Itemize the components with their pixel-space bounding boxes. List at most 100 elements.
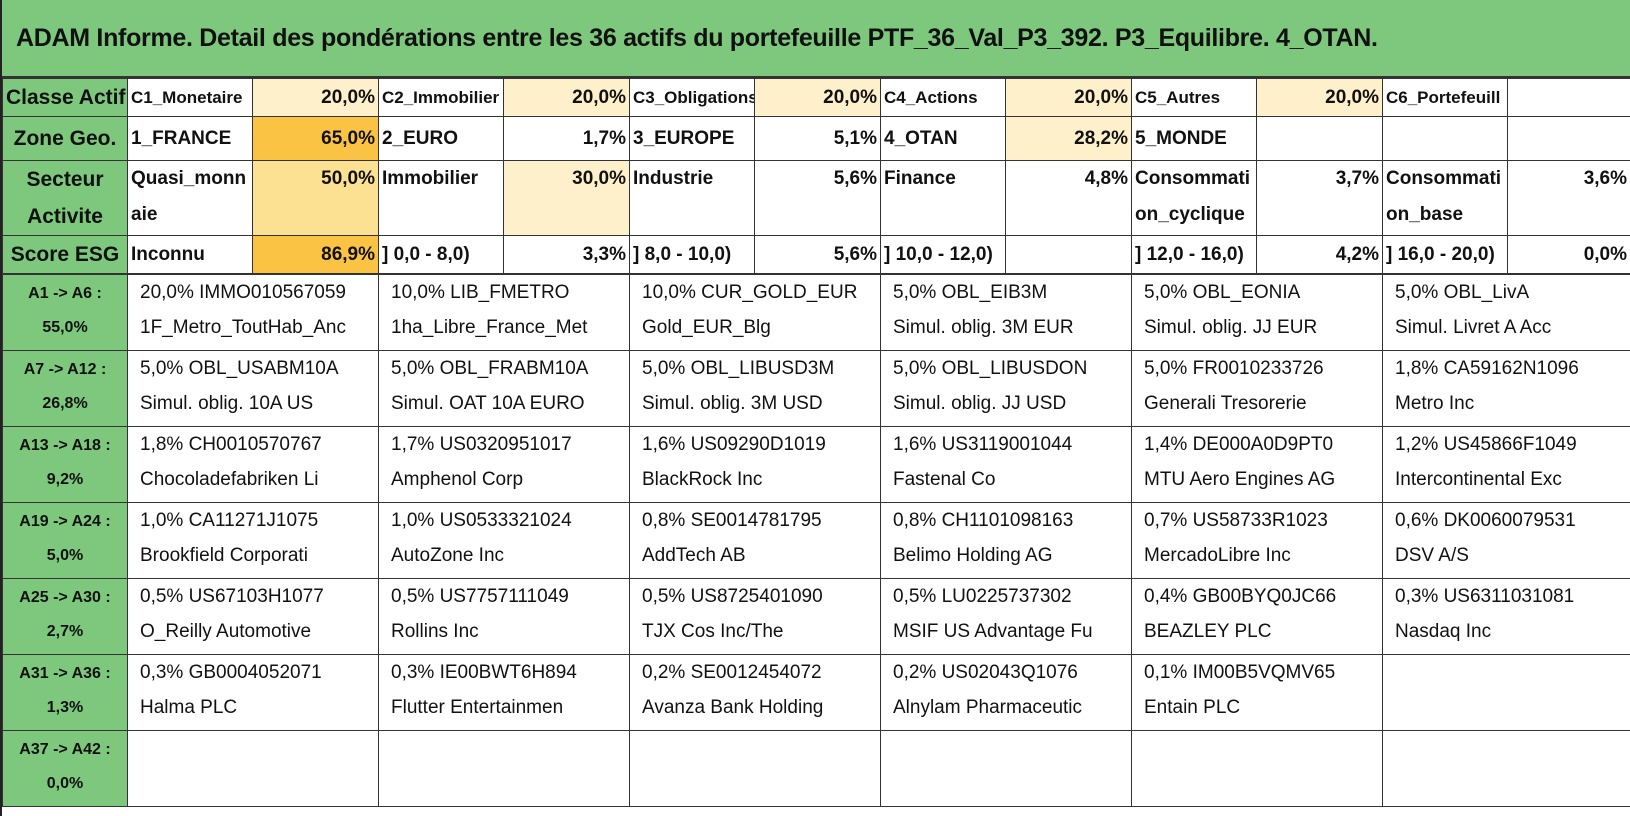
asset-cell: 0,7% US58733R1023 MercadoLibre Inc (1131, 502, 1383, 579)
asset-group-row: A37 -> A42 : 0,0% (2, 730, 1630, 807)
asset-weight-code: 0,3% US6311031081 (1395, 586, 1575, 607)
asset-cell (1131, 730, 1383, 807)
asset-cell: 20,0% IMMO010567059 1F_Metro_ToutHab_Anc (127, 274, 379, 351)
classe-value: 20,0% (754, 78, 881, 117)
asset-name: Simul. oblig. JJ USD (893, 393, 1067, 414)
asset-cell: 0,5% US7757111049 Rollins Inc (378, 578, 630, 655)
asset-weight-code: 1,4% DE000A0D9PT0 (1144, 434, 1334, 455)
classe-name: C6_Portefeuill (1382, 78, 1508, 117)
asset-weight-code: 5,0% OBL_EONIA (1144, 282, 1301, 303)
asset-weight-code: 1,0% CA11271J1075 (140, 510, 319, 531)
asset-weight-code: 5,0% OBL_LivA (1395, 282, 1530, 303)
asset-weight-code: 0,2% SE0012454072 (642, 662, 822, 683)
asset-name: Simul. oblig. JJ EUR (1144, 317, 1318, 338)
zone-name: 2_EURO (378, 116, 504, 161)
esg-value: 86,9% (252, 235, 379, 274)
asset-cell: 1,0% CA11271J1075 Brookfield Corporati (127, 502, 379, 579)
asset-cell: 0,5% US67103H1077 O_Reilly Automotive (127, 578, 379, 655)
asset-group-label: A7 -> A12 : 26,8% (2, 350, 128, 427)
asset-group-label: A13 -> A18 : 9,2% (2, 426, 128, 503)
asset-name: Flutter Entertainmen (391, 697, 564, 718)
asset-cell: 5,0% FR0010233726 Generali Tresorerie (1131, 350, 1383, 427)
classe-value: 20,0% (1256, 78, 1383, 117)
asset-cell: 0,2% US02043Q1076 Alnylam Pharmaceutic (880, 654, 1132, 731)
secteur-value: 3,7% (1256, 160, 1383, 236)
asset-cell: 5,0% OBL_FRABM10A Simul. OAT 10A EURO (378, 350, 630, 427)
asset-cell: 1,4% DE000A0D9PT0 MTU Aero Engines AG (1131, 426, 1383, 503)
secteur-name: Immobilier (378, 160, 504, 236)
asset-group-total: 9,2% (46, 471, 84, 488)
asset-cell: 0,2% SE0012454072 Avanza Bank Holding (629, 654, 881, 731)
classe-value: 20,0% (252, 78, 379, 117)
classe-actif-label: Classe Actif (2, 78, 128, 117)
asset-weight-code: 1,8% CH0010570767 (140, 434, 322, 455)
asset-group-range: A31 -> A36 : (19, 665, 111, 682)
esg-value: 4,2% (1256, 235, 1383, 274)
asset-weight-code: 0,8% SE0014781795 (642, 510, 822, 531)
asset-group-label: A19 -> A24 : 5,0% (2, 502, 128, 579)
esg-value: 5,6% (754, 235, 881, 274)
asset-group-row: A1 -> A6 : 55,0% 20,0% IMMO010567059 1F_Met… (2, 274, 1630, 351)
score-esg-label: Score ESG (2, 235, 128, 274)
asset-weight-code: 1,2% US45866F1049 (1395, 434, 1577, 455)
asset-name: Generali Tresorerie (1144, 393, 1307, 414)
asset-cell (127, 730, 379, 807)
asset-group-row: A31 -> A36 : 1,3% 0,3% GB0004052071 Halma P… (2, 654, 1630, 731)
asset-group-total: 0,0% (46, 775, 84, 792)
asset-weight-code: 0,2% US02043Q1076 (893, 662, 1078, 683)
zone-geo-row: Zone Geo. 1_FRANCE 65,0% 2_EURO 1,7% 3_E… (2, 116, 1630, 161)
asset-group-row: A19 -> A24 : 5,0% 1,0% CA11271J1075 Brookfi… (2, 502, 1630, 579)
secteur-name-text: Consommation_cyclique (1135, 168, 1251, 225)
asset-name: O_Reilly Automotive (140, 621, 312, 642)
esg-name: ] 16,0 - 20,0) (1382, 235, 1508, 274)
asset-cell (629, 730, 881, 807)
classe-name: C2_Immobilier (378, 78, 504, 117)
asset-cell: 1,8% CA59162N1096 Metro Inc (1382, 350, 1630, 427)
asset-cell: 0,5% LU0225737302 MSIF US Advantage Fu (880, 578, 1132, 655)
asset-cell: 0,8% CH1101098163 Belimo Holding AG (880, 502, 1132, 579)
asset-weight-code: 5,0% OBL_FRABM10A (391, 358, 589, 379)
asset-cell: 1,0% US0533321024 AutoZone Inc (378, 502, 630, 579)
esg-name: ] 0,0 - 8,0) (378, 235, 504, 274)
asset-weight-code: 0,8% CH1101098163 (893, 510, 1074, 531)
asset-cell (1382, 730, 1630, 807)
classe-value: 20,0% (1005, 78, 1132, 117)
asset-group-range: A13 -> A18 : (19, 437, 111, 454)
asset-group-range: A19 -> A24 : (19, 513, 111, 530)
asset-name: Amphenol Corp (391, 469, 524, 490)
zone-value: 1,7% (503, 116, 630, 161)
asset-group-row: A7 -> A12 : 26,8% 5,0% OBL_USABM10A Simul. … (2, 350, 1630, 427)
asset-cell (1382, 654, 1630, 731)
asset-name: Simul. Livret A Acc (1395, 317, 1552, 338)
asset-group-range: A37 -> A42 : (19, 741, 111, 758)
secteur-label-line2: Activite (27, 205, 103, 228)
asset-name: AddTech AB (642, 545, 746, 566)
zone-name: 5_MONDE (1131, 116, 1257, 161)
asset-group-total: 5,0% (46, 547, 84, 564)
asset-name: Halma PLC (140, 697, 238, 718)
secteur-value: 5,6% (754, 160, 881, 236)
zone-value: 5,1% (754, 116, 881, 161)
esg-name: ] 10,0 - 12,0) (880, 235, 1006, 274)
zone-value: 65,0% (252, 116, 379, 161)
asset-group-range: A1 -> A6 : (28, 285, 102, 302)
asset-group-label: A1 -> A6 : 55,0% (2, 274, 128, 351)
secteur-row: Secteur Activite Quasi_monnaie 50,0% Imm… (2, 160, 1630, 236)
asset-name: MTU Aero Engines AG (1144, 469, 1336, 490)
asset-weight-code: 5,0% OBL_USABM10A (140, 358, 339, 379)
asset-cell: 5,0% OBL_USABM10A Simul. oblig. 10A US (127, 350, 379, 427)
asset-weight-code: 1,6% US09290D1019 (642, 434, 826, 455)
classe-name: C5_Autres (1131, 78, 1257, 117)
asset-cell: 0,1% IM00B5VQMV65 Entain PLC (1131, 654, 1383, 731)
asset-name: Brookfield Corporati (140, 545, 308, 566)
asset-weight-code: 0,3% IE00BWT6H894 (391, 662, 577, 683)
asset-name: 1F_Metro_ToutHab_Anc (140, 317, 346, 338)
score-esg-row: Score ESG Inconnu 86,9% ] 0,0 - 8,0) 3,3… (2, 235, 1630, 274)
asset-name: Avanza Bank Holding (642, 697, 824, 718)
zone-value: 28,2% (1005, 116, 1132, 161)
asset-name: Intercontinental Exc (1395, 469, 1562, 490)
asset-weight-code: 0,7% US58733R1023 (1144, 510, 1328, 531)
asset-weight-code: 0,5% US7757111049 (391, 586, 569, 607)
asset-weight-code: 0,3% GB0004052071 (140, 662, 322, 683)
